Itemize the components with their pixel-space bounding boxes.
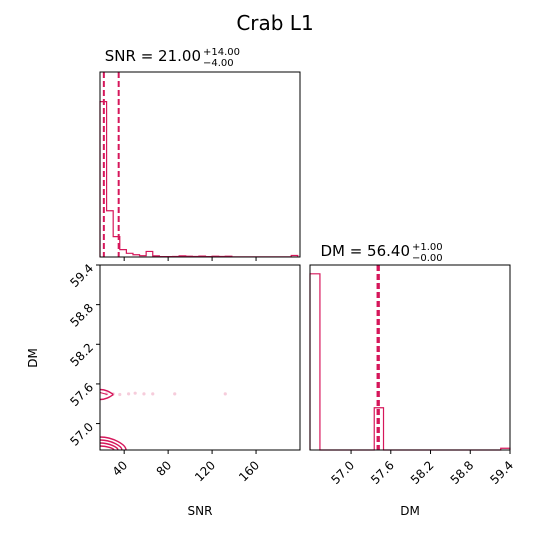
contour-y-tick-label-0: 59.4 bbox=[67, 261, 96, 290]
dm-histogram-frame bbox=[309, 264, 511, 451]
dm-panel-title-lower: −0.00 bbox=[412, 253, 443, 264]
snr-bin-1 bbox=[107, 211, 114, 257]
snr-bin-3 bbox=[120, 250, 127, 257]
contour-point-4 bbox=[133, 391, 137, 395]
contour-upper-top bbox=[99, 388, 114, 396]
dm-x-tick-label-1: 57.6 bbox=[368, 458, 397, 487]
dm-x-tick-label-0: 57.0 bbox=[328, 458, 357, 487]
dm-x-axis-label: DM bbox=[400, 504, 420, 518]
snr-panel-title-lower: −4.00 bbox=[203, 58, 234, 69]
contour-point-7 bbox=[173, 392, 177, 396]
contour-ticks: 40 80 120 160 59.4 58.8 58.2 57.6 57.0 bbox=[67, 261, 262, 484]
dm-y-axis-label: DM bbox=[26, 348, 40, 368]
contour-point-6 bbox=[151, 392, 155, 396]
snr-histogram-ticks bbox=[123, 257, 257, 261]
contour-y-tick-label-4: 57.0 bbox=[67, 420, 96, 449]
contour-y-tick-label-3: 57.6 bbox=[67, 380, 96, 409]
contour-lower-level-2 bbox=[99, 442, 119, 451]
contour-point-5 bbox=[142, 392, 146, 396]
dm-histogram-panel: DM = 56.40 +1.00 −0.00 57.0 57.6 58.2 58.8 5… bbox=[309, 242, 516, 518]
dm-panel-title: DM = 56.40 bbox=[320, 242, 410, 260]
snr-dm-contour-panel: 40 80 120 160 59.4 58.8 58.2 57.6 57.0 SNR DM bbox=[26, 261, 301, 518]
dm-panel-title-upper: +1.00 bbox=[412, 242, 443, 253]
contour-lower-level-1 bbox=[99, 439, 123, 451]
contour-point-3 bbox=[126, 392, 131, 396]
snr-histogram-outline bbox=[99, 101, 299, 258]
dm-x-tick-label-2: 58.2 bbox=[408, 458, 437, 487]
snr-histogram-panel: SNR = 21.00 +14.00 −4.00 bbox=[99, 47, 301, 261]
contour-lower-level-0 bbox=[99, 436, 127, 451]
dm-x-tick-label-3: 58.8 bbox=[448, 458, 477, 487]
dm-histogram-outline bbox=[309, 273, 511, 451]
figure-title: Crab L1 bbox=[236, 11, 313, 35]
contour-marks bbox=[99, 388, 227, 451]
dm-histogram-ticks: 57.0 57.6 58.2 58.8 59.4 bbox=[328, 450, 516, 487]
contour-y-tick-label-1: 58.8 bbox=[67, 301, 96, 330]
contour-y-tick-label-2: 58.2 bbox=[67, 341, 96, 370]
snr-panel-title-upper: +14.00 bbox=[203, 47, 240, 58]
dm-histogram-marks bbox=[309, 265, 511, 451]
snr-histogram-marks bbox=[99, 72, 299, 258]
snr-bin-0 bbox=[100, 102, 107, 257]
contour-x-tick-label-3: 160 bbox=[236, 458, 262, 484]
snr-bin-7 bbox=[146, 251, 153, 257]
dm-x-tick-label-4: 59.4 bbox=[487, 458, 516, 487]
contour-x-tick-label-1: 80 bbox=[154, 458, 175, 479]
contour-upper-bottom bbox=[99, 393, 114, 401]
contour-point-8 bbox=[223, 392, 227, 396]
contour-lower-level-3 bbox=[99, 445, 115, 451]
contour-x-tick-label-2: 120 bbox=[192, 458, 218, 484]
snr-x-axis-label: SNR bbox=[188, 504, 213, 518]
snr-histogram-frame bbox=[99, 71, 301, 258]
contour-frame bbox=[99, 264, 301, 451]
snr-panel-title: SNR = 21.00 bbox=[105, 47, 201, 65]
dm-bin-0 bbox=[310, 274, 320, 450]
contour-upper-inner bbox=[99, 392, 108, 395]
contour-x-tick-label-0: 40 bbox=[110, 458, 131, 479]
contour-point-2 bbox=[118, 392, 122, 397]
